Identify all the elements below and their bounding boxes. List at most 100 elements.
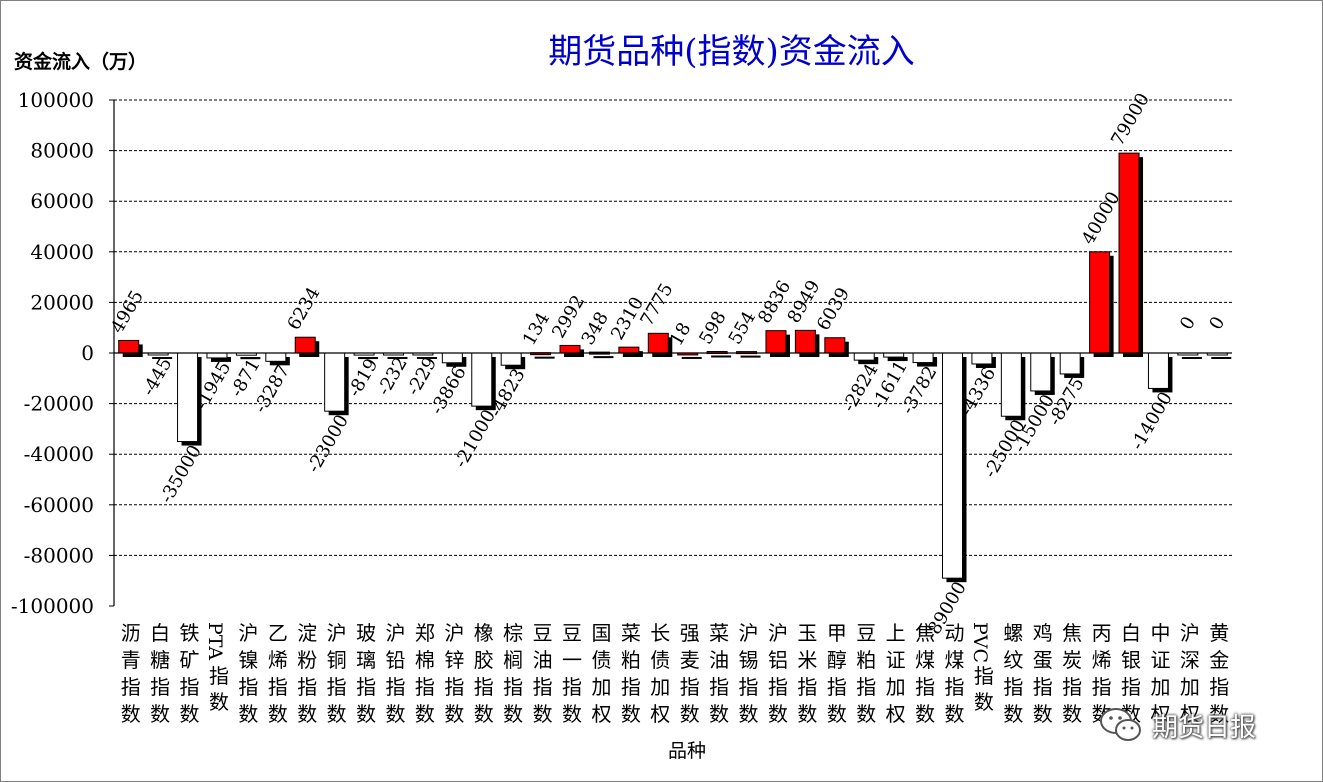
data-label: 4965 [107,287,148,337]
bar [441,352,463,364]
x-tick-label-char: 菜 [709,621,729,645]
bar-shadow [210,357,231,362]
x-tick-label-char: 沪 [444,621,464,645]
x-tick-label-char: 指 [827,675,847,699]
x-tick-label-char: 沪 [327,621,347,645]
y-tick-label: 0 [81,341,94,365]
x-tick-label-char: 橡 [474,621,494,645]
bar [794,329,816,354]
x-tick-label-char: 粕 [856,648,876,672]
data-label: 40000 [1078,188,1125,248]
bar [1000,352,1022,417]
data-label: 0 [1205,313,1229,333]
x-tick-label-char: 铁 [180,621,200,645]
x-tick-label-char: 上 [886,621,906,645]
bar-shadow [681,356,702,359]
x-tick-label-char: 数 [1003,702,1023,726]
x-tick-label-char: 醇 [827,648,847,672]
bar [1059,352,1081,375]
x-tick-label-char: 指 [503,675,523,699]
x-tick-label-char: 强 [680,621,700,645]
x-tick-label-char: 证 [1150,648,1170,672]
x-tick-label-char: 动 [945,621,965,645]
bar-shadow [711,355,732,358]
watermark-text: 期货日报 [1152,712,1257,743]
x-tick-label-latin: PVC [969,622,991,663]
data-label: -445 [138,354,176,400]
bar-shadow [622,351,643,357]
wechat-icon [1100,708,1141,741]
bar [853,352,875,361]
x-tick-label-char: 糖 [150,648,170,672]
x-tick-label-char: 烯 [268,648,288,672]
x-tick-label-char: 菜 [621,621,641,645]
x-tick-label-char: 蛋 [1033,648,1053,672]
bar [647,332,669,354]
bar [265,352,287,362]
x-tick-label-char: 指 [680,675,700,699]
bar-shadow [534,356,555,359]
x-tick-label-char: 指 [1209,675,1229,699]
x-tick-label-char: 指 [974,664,994,688]
x-tick-label-char: 铅 [386,648,406,672]
x-tick-label-char: 沪 [1180,621,1200,645]
x-tick-label-char: 矿 [180,648,200,672]
x-tick-label-char: 青 [121,648,141,672]
y-tick-label: 40000 [30,240,94,264]
x-tick-label-char: 银 [1121,648,1141,672]
data-label: -21000 [450,406,500,471]
x-tick-label-char: 数 [709,702,729,726]
x-tick-label-char: 指 [327,675,347,699]
y-tick-label: -80000 [24,543,94,567]
x-tick-label-char: 权 [650,702,670,726]
x-tick-label-char: 数 [327,702,347,726]
x-tick-label-char: 指 [533,675,553,699]
x-tick-label-char: 鸡 [1033,621,1053,645]
bar [559,344,581,354]
bar-shadow [887,357,908,362]
data-label: -232 [373,354,411,400]
x-tick-label-char: 指 [415,675,435,699]
x-tick-label-char: 油 [709,648,729,672]
x-tick-label-char: 数 [945,702,965,726]
x-tick-label-char: 白 [150,621,170,645]
y-tick-label: -100000 [11,594,94,618]
x-axis-label: 品种 [668,740,707,762]
data-label: 79000 [1107,90,1154,150]
x-tick-label-char: 数 [297,702,317,726]
x-tick-label-char: 豆 [562,621,582,645]
x-tick-label-char: 深 [1180,648,1200,672]
x-tick-label-char: 数 [356,702,376,726]
x-tick-label-char: 数 [974,690,994,714]
x-tick-label-char: 指 [562,675,582,699]
x-tick-label-char: 油 [533,648,553,672]
x-tick-label-char: 数 [739,702,759,726]
y-axis-label: 资金流入（万） [14,51,148,73]
bar [971,352,993,365]
x-tick-label-char: 指 [180,675,200,699]
x-tick-label-char: 乙 [268,621,288,645]
x-tick-label-char: 玉 [797,621,817,645]
x-tick-label-char: 指 [297,675,317,699]
x-tick-label-char: 豆 [856,621,876,645]
y-tick-label: 60000 [30,189,94,213]
x-tick-label-char: 数 [444,702,464,726]
